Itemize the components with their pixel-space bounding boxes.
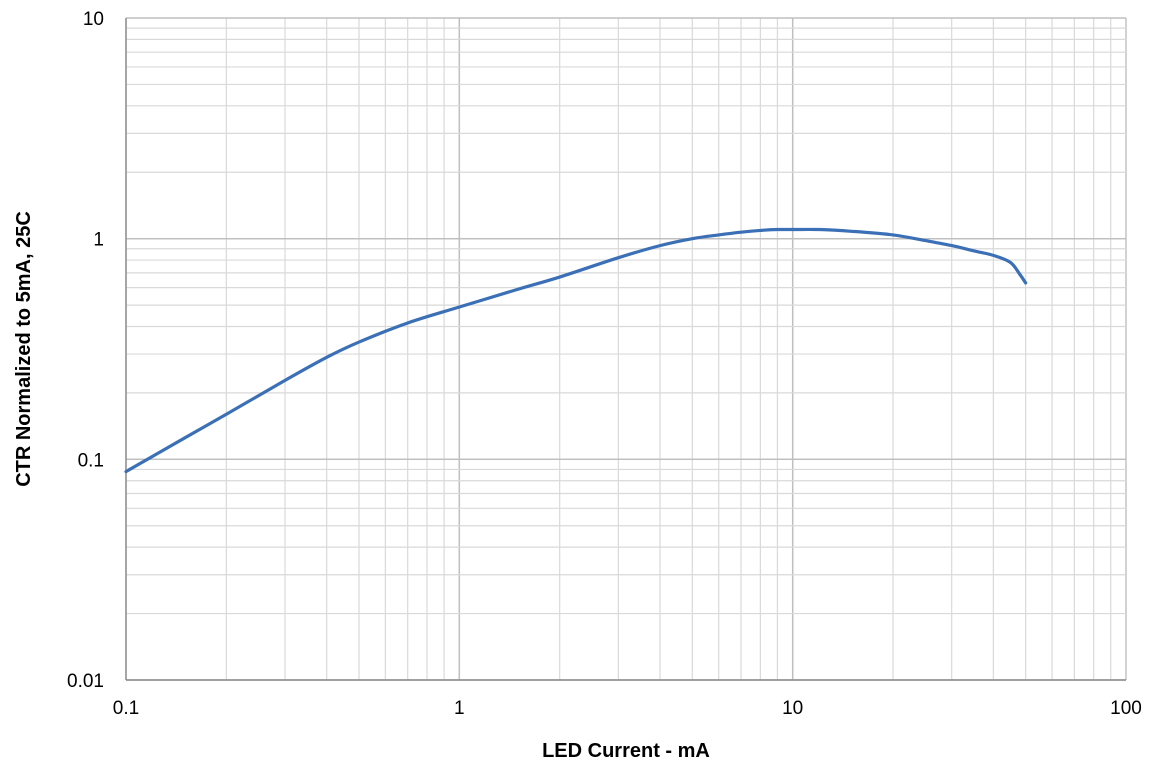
- series-line-0: [124, 227, 1028, 474]
- grid: [125, 17, 1127, 681]
- y-tick-label: 0.01: [67, 671, 104, 692]
- y-tick-labels: 0.01 0.1 1 10: [67, 9, 104, 692]
- x-tick-label: 0.1: [113, 698, 139, 719]
- axes: [125, 18, 1126, 681]
- y-tick-label: 1: [93, 230, 104, 251]
- x-tick-label: 1: [454, 698, 465, 719]
- y-tick-label: 10: [83, 9, 104, 30]
- x-tick-label: 10: [782, 698, 803, 719]
- x-axis-label: LED Current - mA: [542, 740, 710, 762]
- x-tick-label: 100: [1110, 698, 1142, 719]
- series-group: [124, 227, 1028, 474]
- y-tick-label: 0.1: [78, 450, 104, 471]
- y-axis-label: CTR Normalized to 5mA, 25C: [13, 211, 35, 487]
- x-tick-labels: 0.1 1 10 100: [113, 698, 1142, 719]
